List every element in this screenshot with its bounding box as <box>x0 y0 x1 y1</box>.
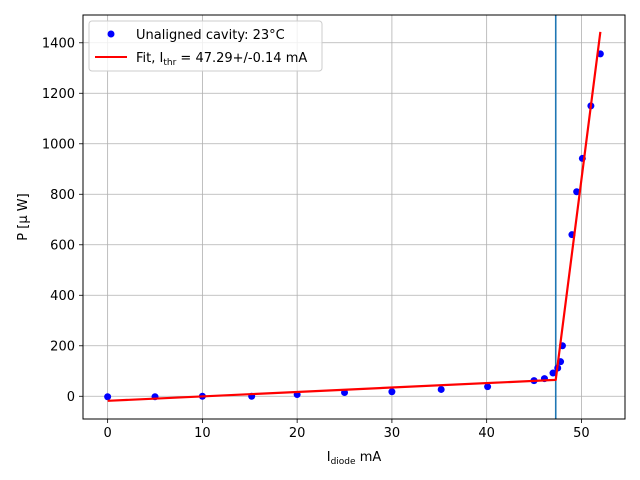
y-axis-ticks: 0 200 400 600 800 1000 1200 1400 <box>42 36 83 405</box>
grid <box>83 15 625 419</box>
x-axis-ticks: 0 10 20 30 40 50 <box>103 419 590 441</box>
fit-line <box>107 31 602 402</box>
legend-scatter-marker <box>107 30 115 38</box>
legend-fit-label: Fit, Ithr = 47.29+/-0.14 mA <box>136 51 307 68</box>
y-tick-label: 1400 <box>42 36 75 51</box>
y-tick-label: 800 <box>50 188 75 203</box>
plot-frame <box>82 14 626 420</box>
legend-fit-label-sub: thr <box>163 58 176 68</box>
y-tick-label: 1000 <box>42 137 75 152</box>
x-tick-label: 10 <box>194 426 211 441</box>
x-axis-label: Idiode mA <box>327 450 382 467</box>
x-axis-label-sub: diode <box>331 457 356 467</box>
y-axis-label: P [μ W] <box>16 193 31 240</box>
x-axis-label-main: I <box>327 450 331 465</box>
fit-series <box>107 31 602 402</box>
scatter-point <box>388 388 396 396</box>
scatter-point <box>484 383 492 391</box>
legend: Unaligned cavity: 23°C Fit, Ithr = 47.29… <box>88 20 323 72</box>
x-tick-label: 0 <box>103 426 111 441</box>
x-tick-label: 50 <box>573 426 590 441</box>
y-tick-label: 1200 <box>42 87 75 102</box>
x-tick-label: 20 <box>289 426 306 441</box>
x-axis-label-unit: mA <box>356 450 382 465</box>
x-tick-label: 40 <box>478 426 495 441</box>
scatter-point <box>104 393 112 401</box>
y-tick-label: 0 <box>67 390 75 405</box>
scatter-point <box>573 188 581 196</box>
y-tick-label: 600 <box>50 238 75 253</box>
y-tick-label: 400 <box>50 289 75 304</box>
legend-scatter-label: Unaligned cavity: 23°C <box>136 28 285 43</box>
y-tick-label: 200 <box>50 339 75 354</box>
x-tick-label: 30 <box>384 426 401 441</box>
legend-fit-label-main: Fit, I <box>136 51 163 66</box>
legend-box <box>88 20 323 72</box>
scatter-point <box>437 385 445 393</box>
scatter-point <box>549 369 557 377</box>
legend-fit-label-tail: = 47.29+/-0.14 mA <box>176 51 307 66</box>
